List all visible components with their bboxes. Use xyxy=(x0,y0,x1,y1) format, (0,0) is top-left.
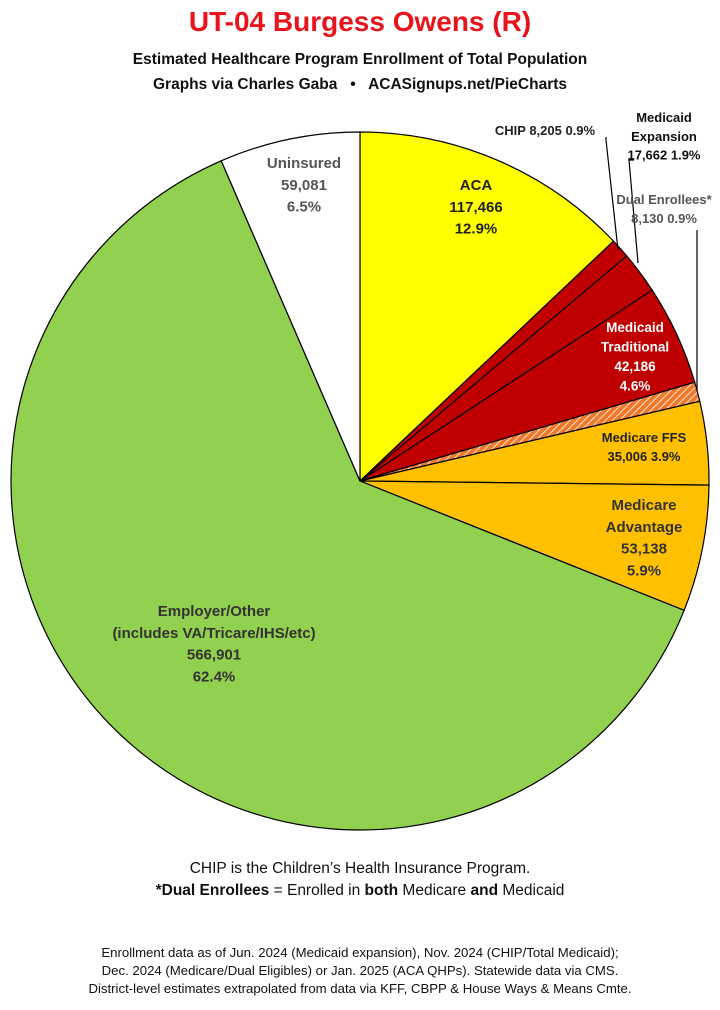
slice-label-line: 53,138 xyxy=(621,541,667,558)
slice-label-aca: ACA 117,466 12.9% xyxy=(449,177,502,238)
slice-label-line: Medicare xyxy=(611,497,676,514)
slice-label-medicaid-expansion: Medicaid Expansion 17,662 1.9% xyxy=(627,110,700,163)
footer-line-3: District-level estimates extrapolated fr… xyxy=(88,981,632,996)
slice-label-line: 42,186 xyxy=(614,359,656,374)
slice-label-line: Medicare FFS xyxy=(602,430,687,445)
pie-slice-aca xyxy=(359,131,615,483)
slice-label-line: 17,662 1.9% xyxy=(627,148,700,163)
pie-chart: ACA 117,466 12.9% CHIP 8,205 0.9% Medicaid Ex… xyxy=(10,110,713,831)
slice-label-line: Uninsured xyxy=(267,155,341,172)
slice-label-line: Dual Enrollees* xyxy=(616,192,712,207)
chip-note: CHIP is the Children’s Health Insurance … xyxy=(189,860,531,877)
chart-credit: Graphs via Charles Gaba • ACASignups.net… xyxy=(0,76,720,94)
footer-line-1: Enrollment data as of Jun. 2024 (Medicai… xyxy=(101,945,619,960)
slice-label-line: Advantage xyxy=(606,519,683,536)
dual-note-medicaid: Medicaid xyxy=(498,882,565,899)
credit-author: Graphs via Charles Gaba xyxy=(152,76,338,93)
slice-label-chip: CHIP 8,205 0.9% xyxy=(495,123,596,138)
slice-label-line: Employer/Other xyxy=(158,603,271,620)
slice-label-medicare-ffs: Medicare FFS 35,006 3.9% xyxy=(602,430,687,464)
slice-label-line: 8,130 0.9% xyxy=(631,211,697,226)
credit-link[interactable]: ACASignups.net/PieCharts xyxy=(368,76,568,93)
footer-line-2: Dec. 2024 (Medicare/Dual Eligibles) or J… xyxy=(101,963,619,978)
chart-title: UT-04 Burgess Owens (R) xyxy=(188,6,532,37)
slice-label-line: 6.5% xyxy=(287,199,321,216)
slice-label-line: Expansion xyxy=(631,129,697,144)
dual-note-both: both xyxy=(364,882,399,899)
leader-line-medicaid-expansion xyxy=(628,159,639,264)
slice-label-line: ACA xyxy=(460,177,493,194)
slice-label-line: Traditional xyxy=(601,340,669,355)
slice-label-uninsured: Uninsured 59,081 6.5% xyxy=(267,155,341,216)
credit-separator: • xyxy=(350,76,356,93)
leader-line-chip xyxy=(605,137,619,251)
dual-note: *Dual Enrollees = Enrolled in both Medic… xyxy=(0,882,720,900)
dual-note-and: and xyxy=(470,882,499,899)
slice-label-medicaid-traditional: Medicaid Traditional 42,186 4.6% xyxy=(601,320,669,394)
pie-slice-employer-other xyxy=(10,159,685,831)
slice-label-line: 4.6% xyxy=(620,379,651,394)
pie-slice-medicare-advantage xyxy=(359,480,710,612)
pie-slice-uninsured xyxy=(220,131,361,482)
slice-label-line: 12.9% xyxy=(455,221,498,238)
slice-label-medicare-advantage: Medicare Advantage 53,138 5.9% xyxy=(606,497,683,579)
slice-label-line: Medicaid xyxy=(636,110,692,125)
dual-note-text: = Enrolled in xyxy=(269,882,365,899)
slice-label-line: CHIP 8,205 0.9% xyxy=(495,123,596,138)
slice-label-line: 566,901 xyxy=(187,647,241,664)
slice-label-line: 59,081 xyxy=(281,177,327,194)
slice-label-line: 35,006 3.9% xyxy=(607,449,680,464)
dual-note-medicare: Medicare xyxy=(398,882,471,899)
slice-label-line: 5.9% xyxy=(627,562,661,579)
dual-note-term: *Dual Enrollees xyxy=(155,882,270,899)
slice-label-line: 117,466 xyxy=(449,199,502,216)
slice-label-line: Medicaid xyxy=(606,320,664,335)
slice-label-line: (includes VA/Tricare/IHS/etc) xyxy=(112,625,315,642)
slice-label-line: 62.4% xyxy=(193,668,236,685)
chart-subtitle: Estimated Healthcare Program Enrollment … xyxy=(132,51,588,68)
slice-label-employer-other: Employer/Other (includes VA/Tricare/IHS/e… xyxy=(112,603,315,685)
slice-label-dual-enrollees: Dual Enrollees* 8,130 0.9% xyxy=(616,192,712,226)
